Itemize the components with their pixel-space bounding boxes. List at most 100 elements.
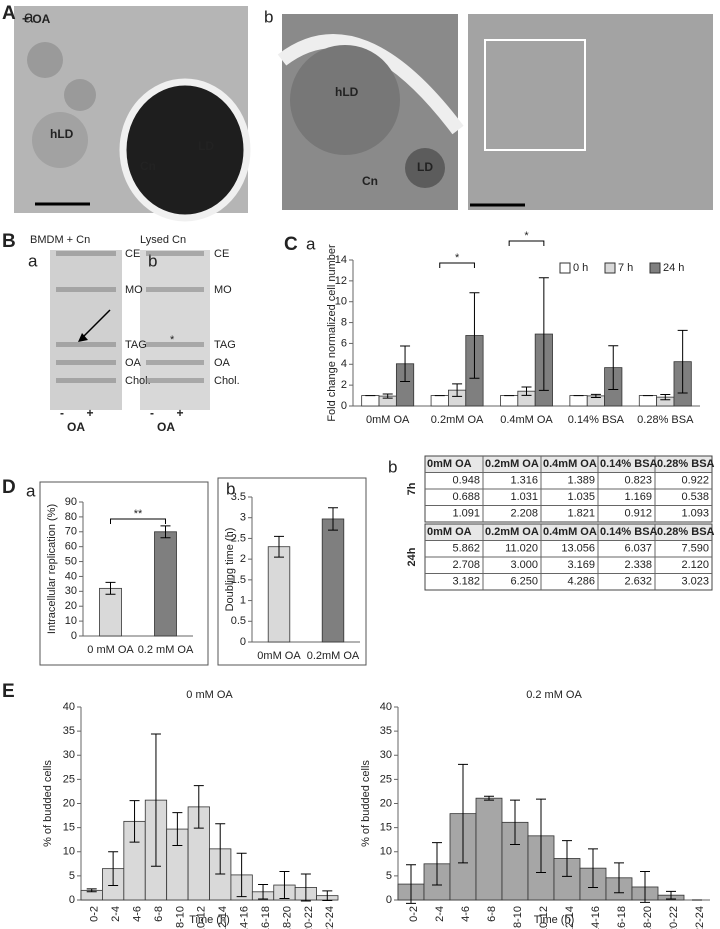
panel-label: A <box>2 3 16 24</box>
table-cell: 1.389 <box>567 475 595 487</box>
table-header: 0.28% BSA <box>657 458 715 470</box>
bar <box>99 587 122 637</box>
table-header: 0.4mM OA <box>543 526 597 538</box>
micrograph-label: LD <box>198 139 214 153</box>
band <box>146 342 204 347</box>
table-cell: 3.023 <box>681 576 709 588</box>
table-header: 0.14% BSA <box>600 458 658 470</box>
table-cell: 13.056 <box>561 543 595 555</box>
table-cell: 0.688 <box>452 491 480 503</box>
error-bar <box>129 800 140 843</box>
x-axis-label: Time (h) <box>534 914 575 926</box>
y-tick-label: 20 <box>380 797 392 809</box>
x-tick-label: 12-14 <box>564 906 576 929</box>
lane-label: + <box>86 406 93 420</box>
error-bar <box>160 525 171 539</box>
error-bar <box>588 848 598 888</box>
frame <box>217 477 367 666</box>
y-tick-label: 15 <box>380 822 392 834</box>
error-bar <box>279 871 290 900</box>
y-tick-label: 12 <box>335 275 347 287</box>
table-cell: 0.538 <box>681 491 709 503</box>
band-label: CE <box>125 248 140 260</box>
bracket <box>110 518 166 524</box>
y-axis-label: Intracellular replication (%) <box>46 504 58 634</box>
y-axis-label: Doubling time (h) <box>224 528 236 612</box>
table-header: 0.4mM OA <box>543 458 597 470</box>
panel-label: C <box>284 234 298 255</box>
table-cell: 5.862 <box>452 543 480 555</box>
table-cell: 0.922 <box>681 475 709 487</box>
annotation: * <box>524 230 529 242</box>
band-label: MO <box>125 284 143 296</box>
x-tick-label: 4-6 <box>460 906 472 922</box>
band <box>56 342 116 347</box>
y-tick-label: 30 <box>380 749 392 761</box>
panel-label: a <box>26 481 36 500</box>
y-tick-label: 50 <box>65 555 77 567</box>
annotation: ** <box>134 508 143 520</box>
panel-label: b <box>148 251 157 270</box>
error-bar <box>432 842 442 886</box>
x-tick-label: 8-10 <box>174 906 186 928</box>
table-cell: 2.120 <box>681 559 709 571</box>
table-cell: 2.338 <box>624 559 652 571</box>
table-header: 0mM OA <box>427 526 472 538</box>
y-tick-label: 0 <box>386 894 392 906</box>
band-label: MO <box>214 284 232 296</box>
error-bar <box>538 277 549 391</box>
table-cell: 1.093 <box>681 508 709 520</box>
y-tick-label: 25 <box>63 773 75 785</box>
band-label: OA <box>214 357 231 369</box>
table-cell: 1.821 <box>567 508 595 520</box>
table-cell: 2.708 <box>452 559 480 571</box>
legend-label: 0 h <box>573 262 588 274</box>
error-bar <box>406 864 416 904</box>
x-tick-label: 8-10 <box>512 906 524 928</box>
error-bar <box>521 386 532 396</box>
x-tick-label: 4-6 <box>131 906 143 922</box>
tlc-title: Lysed Cn <box>140 234 186 246</box>
micrograph-label: LD <box>417 160 433 174</box>
error-bar <box>328 507 338 531</box>
band <box>146 360 204 365</box>
error-bar <box>590 393 601 398</box>
micrograph-label: Cn <box>140 159 156 173</box>
error-bar <box>193 785 204 829</box>
micrograph-label: Cn <box>362 174 378 188</box>
table-cell: 3.182 <box>452 576 480 588</box>
table-cell: 1.316 <box>510 475 538 487</box>
bar <box>430 395 449 407</box>
band <box>56 287 116 292</box>
table-cell: 4.286 <box>567 576 595 588</box>
y-axis-label: % of budded cells <box>360 760 372 847</box>
y-tick-label: 10 <box>65 615 77 627</box>
y-tick-label: 40 <box>380 701 392 713</box>
y-tick-label: 1.5 <box>231 574 246 586</box>
tlc-plates <box>50 250 210 410</box>
y-tick-label: 60 <box>65 541 77 553</box>
y-tick-label: 3 <box>240 512 246 524</box>
error-bar <box>640 871 650 903</box>
x-tick-label: 2-4 <box>110 906 122 922</box>
panel-label: a <box>28 251 38 270</box>
y-tick-label: 30 <box>63 749 75 761</box>
error-bar <box>215 823 226 875</box>
mark: * <box>170 334 175 346</box>
tlc-title: BMDM + Cn <box>30 234 90 246</box>
error-bar <box>105 581 116 595</box>
error-bar <box>677 329 688 394</box>
x-tick-label: 6-8 <box>153 906 165 922</box>
error-bar <box>458 763 468 864</box>
x-tick-label: 0.2mM OA <box>307 650 360 662</box>
lane-label: - <box>150 406 154 420</box>
lane-label: + <box>176 406 183 420</box>
band-label: Chol. <box>214 375 240 387</box>
x-tick-label: 0-2 <box>408 906 420 922</box>
table-cell: 0.823 <box>624 475 652 487</box>
treatment-label: OA <box>157 420 175 434</box>
legend-label: 24 h <box>663 262 684 274</box>
x-tick-label: 14-16 <box>590 906 602 929</box>
error-bar <box>274 535 284 558</box>
